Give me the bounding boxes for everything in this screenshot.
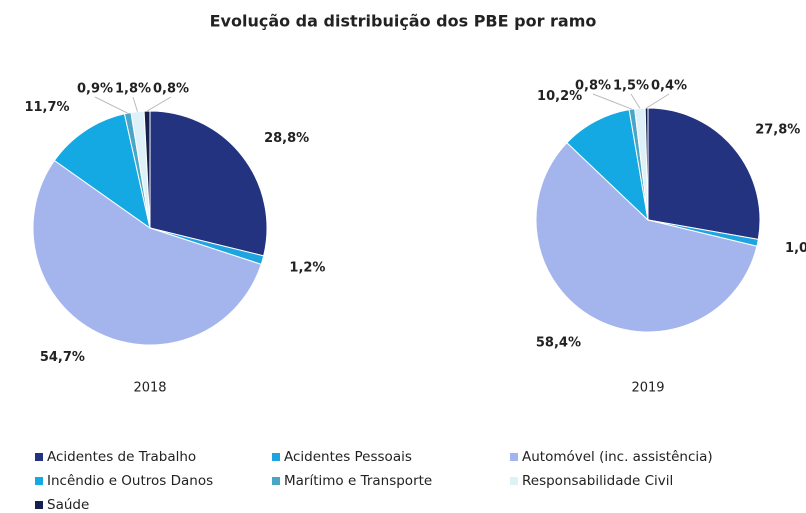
legend-label: Acidentes Pessoais [284,449,412,465]
value-label: 0,8% [575,79,611,94]
pie-slice [647,107,761,240]
pie-slice [644,107,649,221]
legend-swatch [272,453,280,461]
legend-label: Acidentes de Trabalho [47,449,196,465]
value-label: 1,5% [613,79,649,94]
legend-label: Responsabilidade Civil [522,473,673,489]
value-label: 0,9% [77,82,113,97]
pie-label: 2019 [631,381,664,396]
legend-swatch [510,477,518,485]
chart-title: Evolução da distribuição dos PBE por ram… [210,12,597,31]
leader-line [646,93,670,109]
pie-slice [149,110,268,257]
value-label: 1,0% [785,241,806,256]
legend-swatch [510,453,518,461]
value-label: 54,7% [40,350,85,365]
value-label: 10,2% [537,89,582,104]
leader-line [146,96,172,112]
legend-swatch [35,501,43,509]
value-label: 28,8% [264,131,309,146]
leader-line [94,96,128,114]
pie-slice [53,113,151,230]
value-label: 0,4% [651,79,687,94]
legend-swatch [35,453,43,461]
legend-swatch [35,477,43,485]
legend-swatch [272,477,280,485]
pie-slice [535,142,758,333]
value-label: 11,7% [24,100,69,115]
value-label: 0,8% [153,82,189,97]
leader-line [592,93,633,110]
legend-label: Marítimo e Transporte [284,473,432,489]
value-label: 58,4% [536,335,581,350]
legend-label: Automóvel (inc. assistência) [522,449,713,465]
leader-line [132,96,138,112]
pie-slice [32,159,262,346]
legend-label: Saúde [47,497,89,513]
value-label: 27,8% [755,122,800,137]
leader-line [630,93,641,109]
pie-label: 2018 [133,381,166,396]
value-label: 1,8% [115,82,151,97]
legend-label: Incêndio e Outros Danos [47,473,213,489]
pie-slice [566,109,649,222]
value-label: 1,2% [289,260,325,275]
